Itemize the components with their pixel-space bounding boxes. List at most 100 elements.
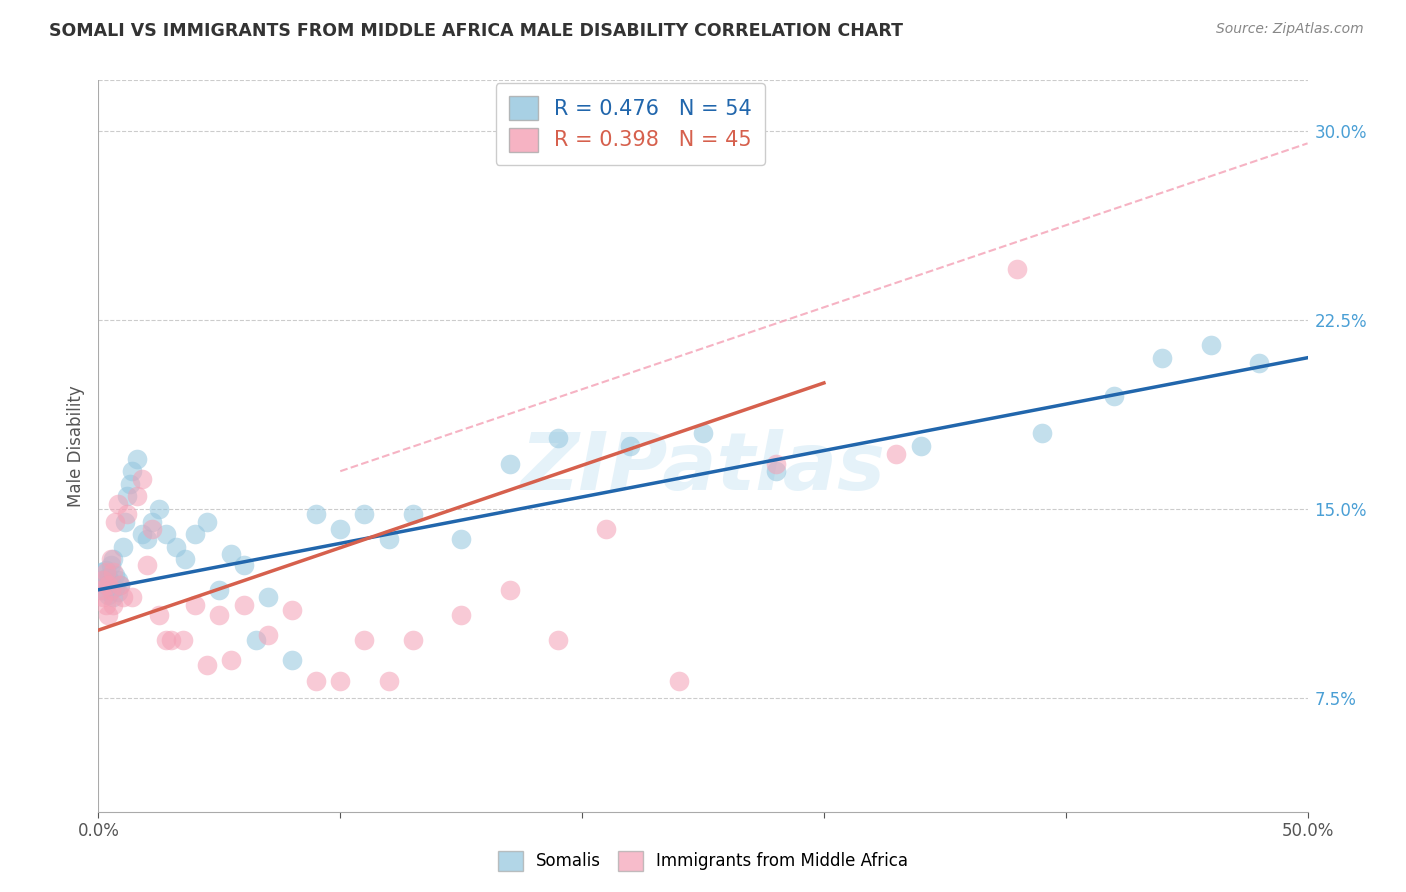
Point [256,628,278,642]
Point [121,591,143,605]
Point [1102,388,1125,402]
Point [281,653,304,667]
Point [131,527,153,541]
Text: Source: ZipAtlas.com: Source: ZipAtlas.com [1216,22,1364,37]
Point [174,552,197,566]
Point [232,558,254,572]
Point [108,578,131,592]
Point [101,552,124,566]
Legend: Somalis, Immigrants from Middle Africa: Somalis, Immigrants from Middle Africa [489,842,917,880]
Point [232,598,254,612]
Point [1007,262,1029,277]
Point [165,540,187,554]
Point [94,578,117,592]
Point [1031,426,1053,441]
Point [111,591,134,605]
Point [547,432,569,446]
Point [91,573,114,587]
Point [131,472,153,486]
Point [91,582,114,597]
Point [94,565,117,579]
Point [329,522,352,536]
Point [97,588,120,602]
Point [1249,356,1271,370]
Point [111,540,134,554]
Point [221,653,243,667]
Point [910,439,932,453]
Point [127,451,149,466]
Point [104,580,127,594]
Point [148,607,170,622]
Point [101,565,124,579]
Point [101,598,124,612]
Point [498,582,520,597]
Point [91,591,114,605]
Point [377,533,399,547]
Point [101,591,124,605]
Point [90,565,112,579]
Point [402,633,425,648]
Point [886,446,908,460]
Point [595,522,617,536]
Point [245,633,267,648]
Point [281,603,304,617]
Y-axis label: Male Disability: Male Disability [66,385,84,507]
Point [100,552,122,566]
Point [305,507,328,521]
Point [141,522,163,536]
Point [1199,338,1222,352]
Point [450,533,472,547]
Point [135,533,157,547]
Point [765,457,787,471]
Point [668,673,690,688]
Point [305,673,328,688]
Point [97,607,120,622]
Point [117,490,139,504]
Point [107,573,129,587]
Point [353,633,375,648]
Point [692,426,714,441]
Point [114,515,136,529]
Text: SOMALI VS IMMIGRANTS FROM MIDDLE AFRICA MALE DISABILITY CORRELATION CHART: SOMALI VS IMMIGRANTS FROM MIDDLE AFRICA … [49,22,903,40]
Point [148,502,170,516]
Point [172,633,194,648]
Point [184,527,207,541]
Point [450,607,472,622]
Point [329,673,352,688]
Point [195,515,218,529]
Point [208,582,231,597]
Point [1152,351,1174,365]
Point [208,607,231,622]
Point [100,582,122,597]
Point [155,527,177,541]
Point [547,633,569,648]
Point [765,464,787,478]
Point [498,457,520,471]
Point [256,591,278,605]
Point [402,507,425,521]
Point [117,507,139,521]
Point [184,598,207,612]
Point [155,633,177,648]
Text: ZIPatlas: ZIPatlas [520,429,886,507]
Point [353,507,375,521]
Point [100,558,122,572]
Point [97,578,120,592]
Point [100,575,122,590]
Point [195,658,218,673]
Point [90,582,112,597]
Point [160,633,183,648]
Point [141,515,163,529]
Point [377,673,399,688]
Point [94,598,117,612]
Point [91,573,114,587]
Point [619,439,641,453]
Point [121,464,143,478]
Point [107,497,129,511]
Point [118,476,141,491]
Point [127,490,149,504]
Point [135,558,157,572]
Point [108,578,131,592]
Point [97,570,120,584]
Point [221,548,243,562]
